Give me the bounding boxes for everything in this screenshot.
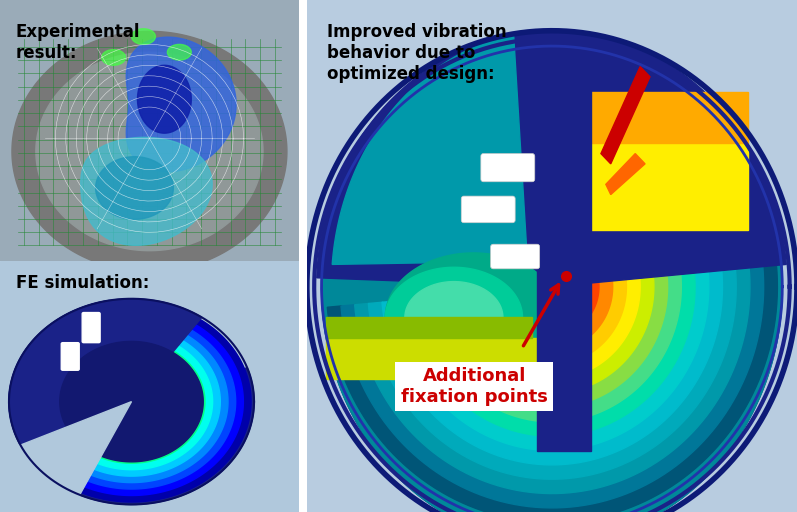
- FancyBboxPatch shape: [491, 244, 540, 269]
- Polygon shape: [44, 335, 228, 483]
- Polygon shape: [105, 274, 275, 401]
- Polygon shape: [72, 356, 197, 457]
- Polygon shape: [356, 0, 726, 44]
- Polygon shape: [126, 37, 236, 172]
- Polygon shape: [107, 383, 159, 424]
- Polygon shape: [0, 0, 299, 131]
- Polygon shape: [591, 92, 748, 143]
- Polygon shape: [167, 45, 191, 60]
- Polygon shape: [12, 31, 287, 271]
- Polygon shape: [9, 299, 202, 445]
- Polygon shape: [601, 67, 650, 164]
- Polygon shape: [464, 263, 640, 379]
- Polygon shape: [86, 367, 182, 444]
- Polygon shape: [23, 319, 251, 502]
- Polygon shape: [395, 244, 709, 451]
- Polygon shape: [80, 137, 212, 245]
- Polygon shape: [102, 50, 125, 65]
- Polygon shape: [385, 267, 523, 368]
- Text: Improved vibration
behavior due to
optimized design:: Improved vibration behavior due to optim…: [327, 23, 506, 82]
- Polygon shape: [132, 29, 155, 45]
- Polygon shape: [492, 270, 613, 350]
- Polygon shape: [477, 267, 626, 365]
- Polygon shape: [450, 259, 654, 393]
- Polygon shape: [100, 377, 167, 431]
- Polygon shape: [368, 237, 736, 479]
- Polygon shape: [0, 0, 299, 196]
- Polygon shape: [321, 31, 783, 512]
- Text: Experimental
result:: Experimental result:: [16, 23, 140, 62]
- Polygon shape: [355, 233, 750, 494]
- Polygon shape: [37, 330, 236, 489]
- Polygon shape: [58, 346, 213, 470]
- Polygon shape: [327, 317, 532, 338]
- Text: FE simulation:: FE simulation:: [16, 274, 149, 292]
- Polygon shape: [323, 31, 779, 264]
- Polygon shape: [138, 66, 191, 133]
- Polygon shape: [537, 51, 591, 451]
- Polygon shape: [7, 401, 132, 506]
- Polygon shape: [423, 252, 681, 422]
- Polygon shape: [60, 342, 203, 462]
- Polygon shape: [606, 154, 645, 195]
- Polygon shape: [96, 157, 174, 219]
- Polygon shape: [327, 338, 542, 379]
- Polygon shape: [79, 361, 190, 451]
- Polygon shape: [316, 31, 787, 287]
- Polygon shape: [385, 253, 562, 382]
- Polygon shape: [36, 52, 263, 251]
- Polygon shape: [341, 229, 764, 508]
- FancyBboxPatch shape: [481, 154, 535, 182]
- Polygon shape: [382, 241, 723, 465]
- Polygon shape: [332, 35, 528, 264]
- Polygon shape: [505, 274, 599, 336]
- Polygon shape: [9, 299, 254, 504]
- FancyBboxPatch shape: [461, 196, 515, 223]
- Text: Additional
fixation points: Additional fixation points: [401, 367, 548, 406]
- Polygon shape: [92, 372, 175, 437]
- Polygon shape: [51, 340, 220, 476]
- Polygon shape: [0, 0, 299, 65]
- Polygon shape: [30, 325, 243, 496]
- Polygon shape: [328, 226, 777, 512]
- Polygon shape: [114, 388, 151, 418]
- Polygon shape: [0, 261, 299, 512]
- FancyBboxPatch shape: [61, 343, 79, 370]
- Polygon shape: [410, 248, 695, 436]
- Polygon shape: [307, 0, 797, 512]
- Polygon shape: [65, 351, 205, 463]
- Polygon shape: [591, 143, 748, 230]
- FancyBboxPatch shape: [82, 312, 100, 343]
- Polygon shape: [321, 31, 783, 512]
- Polygon shape: [60, 342, 203, 462]
- Polygon shape: [0, 0, 299, 261]
- Polygon shape: [437, 255, 668, 408]
- Polygon shape: [405, 282, 503, 353]
